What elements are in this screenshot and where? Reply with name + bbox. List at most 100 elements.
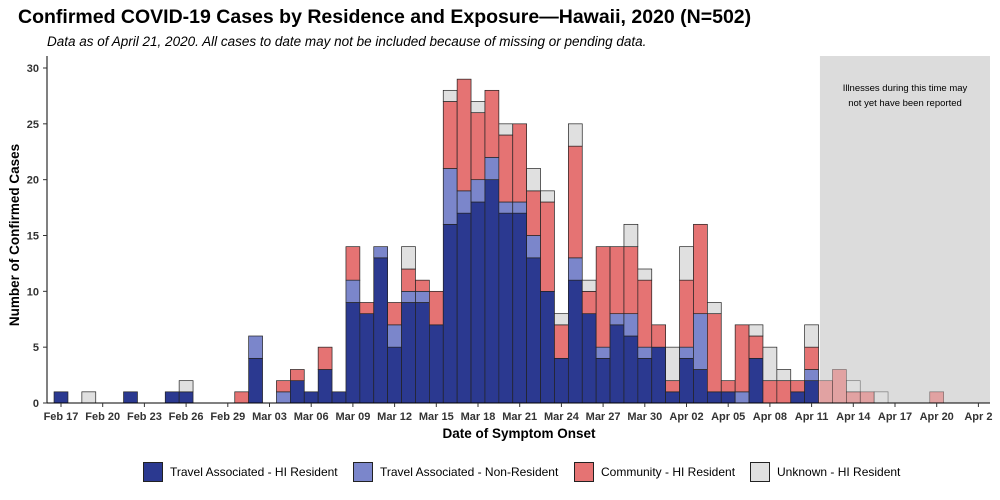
bar-segment bbox=[401, 290, 416, 303]
bar-segment bbox=[81, 391, 97, 404]
bar-segment bbox=[164, 391, 180, 404]
bar-segment bbox=[637, 346, 653, 359]
bar-segment bbox=[554, 357, 569, 404]
bar-segment bbox=[178, 391, 194, 404]
legend-swatch bbox=[750, 462, 770, 482]
bar-segment bbox=[429, 324, 444, 404]
bar-segment bbox=[345, 246, 361, 281]
legend-swatch bbox=[143, 462, 163, 482]
y-tick-label: 5 bbox=[33, 342, 39, 354]
bar-segment bbox=[234, 391, 249, 404]
bar-segment bbox=[484, 89, 500, 158]
bar-segment bbox=[415, 302, 430, 404]
bar-segment bbox=[442, 223, 458, 404]
y-tick-label: 15 bbox=[27, 231, 39, 243]
legend-item-community: Community - HI Resident bbox=[574, 462, 735, 482]
x-tick-label: Feb 17 bbox=[44, 411, 79, 423]
bar-segment bbox=[498, 134, 514, 203]
bar-segment bbox=[804, 369, 819, 382]
bar-segment bbox=[665, 380, 680, 393]
bar-segment bbox=[526, 235, 541, 259]
bar-segment bbox=[387, 346, 402, 404]
bar-segment bbox=[567, 123, 583, 147]
bar-segment bbox=[637, 268, 653, 281]
bar-segment bbox=[679, 279, 694, 348]
bar-segment bbox=[609, 313, 625, 326]
bar-segment bbox=[498, 123, 514, 136]
bar-segment bbox=[706, 302, 722, 315]
x-tick-label: Apr 02 bbox=[669, 411, 703, 423]
bar-segment bbox=[512, 201, 527, 214]
bar-segment bbox=[526, 190, 541, 236]
x-tick-label: Mar 18 bbox=[461, 411, 496, 423]
bar-segment bbox=[665, 346, 680, 382]
x-tick-label: Mar 24 bbox=[544, 411, 580, 423]
legend: Travel Associated - HI Resident Travel A… bbox=[0, 462, 1000, 486]
bar-segment bbox=[637, 279, 653, 348]
bar-segment bbox=[178, 380, 194, 393]
bar-segment bbox=[762, 346, 778, 382]
bar-segment bbox=[373, 257, 388, 404]
bar-segment bbox=[609, 246, 625, 315]
legend-label: Community - HI Resident bbox=[601, 465, 736, 479]
y-tick-label: 0 bbox=[33, 398, 39, 410]
reporting-delay-shade bbox=[819, 56, 990, 403]
bar-segment bbox=[859, 391, 875, 404]
bar-segment bbox=[456, 212, 472, 404]
bar-segment bbox=[929, 391, 944, 404]
bar-segment bbox=[401, 246, 416, 270]
bar-segment bbox=[526, 257, 541, 404]
bar-segment bbox=[734, 324, 750, 393]
bar-segment bbox=[623, 313, 639, 337]
bar-segment bbox=[331, 391, 347, 404]
bar-segment bbox=[123, 391, 138, 404]
bar-segment bbox=[693, 223, 708, 315]
bar-segment bbox=[456, 190, 472, 214]
x-tick-label: Feb 29 bbox=[210, 411, 245, 423]
x-tick-label: Apr 08 bbox=[753, 411, 787, 423]
x-tick-label: Mar 27 bbox=[586, 411, 621, 423]
bar-segment bbox=[498, 212, 514, 404]
bar-segment bbox=[290, 369, 305, 382]
bar-segment bbox=[401, 302, 416, 404]
x-tick-label: Apr 05 bbox=[711, 411, 745, 423]
bar-segment bbox=[679, 357, 694, 404]
bar-segment bbox=[554, 324, 569, 359]
bar-segment bbox=[651, 346, 666, 404]
bar-segment bbox=[804, 324, 819, 348]
bar-segment bbox=[832, 369, 847, 404]
y-tick-label: 30 bbox=[27, 63, 39, 75]
bar-segment bbox=[623, 335, 639, 404]
bar-segment bbox=[790, 380, 805, 393]
x-tick-label: Feb 20 bbox=[85, 411, 120, 423]
bar-segment bbox=[442, 168, 458, 225]
bar-segment bbox=[512, 123, 527, 203]
bar-segment bbox=[567, 257, 583, 281]
bar-segment bbox=[748, 324, 764, 337]
bar-segment bbox=[359, 302, 375, 315]
x-axis-title: Date of Symptom Onset bbox=[442, 426, 596, 441]
bar-segment bbox=[818, 380, 833, 404]
bar-segment bbox=[276, 391, 291, 404]
bar-segment bbox=[540, 201, 555, 292]
bar-segment bbox=[845, 391, 861, 404]
bar-segment bbox=[804, 380, 819, 404]
bar-segment bbox=[456, 78, 472, 192]
stacked-bar-chart: 0 5 10 15 20 25 30 Feb 17 Feb 20 Feb 23 Feb 26 Feb … bbox=[7, 56, 992, 441]
bar-segment bbox=[303, 391, 319, 404]
bar-segment bbox=[776, 369, 792, 382]
bar-segment bbox=[470, 179, 486, 203]
bar-segment bbox=[748, 357, 764, 404]
bar-segment bbox=[387, 302, 402, 326]
x-tick-label: Mar 30 bbox=[627, 411, 662, 423]
bar-segment bbox=[595, 346, 611, 359]
legend-swatch bbox=[353, 462, 373, 482]
bar-segment bbox=[845, 380, 861, 393]
y-tick-label: 25 bbox=[27, 119, 39, 131]
x-tick-label: Mar 03 bbox=[252, 411, 287, 423]
bar-segment bbox=[734, 391, 750, 404]
bar-segment bbox=[317, 369, 333, 404]
bar-segment bbox=[706, 391, 722, 404]
bar-segment bbox=[345, 279, 361, 303]
legend-label: Travel Associated - HI Resident bbox=[170, 465, 338, 479]
